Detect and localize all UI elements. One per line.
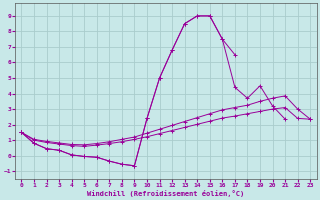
- X-axis label: Windchill (Refroidissement éolien,°C): Windchill (Refroidissement éolien,°C): [87, 190, 244, 197]
